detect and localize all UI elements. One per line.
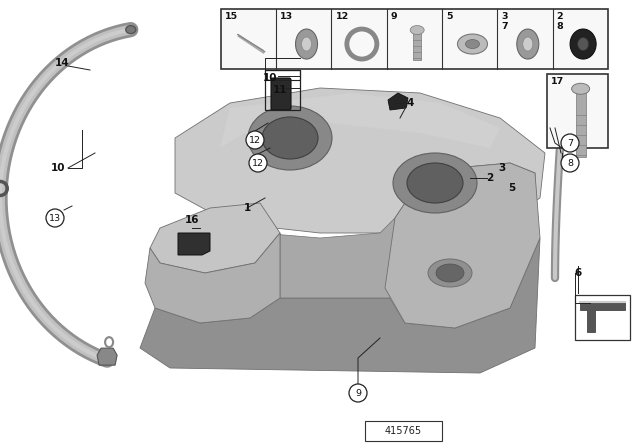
Text: 15: 15 [225,12,238,21]
Ellipse shape [407,163,463,203]
Polygon shape [220,93,500,148]
Polygon shape [175,88,545,233]
Polygon shape [140,238,540,373]
Text: 8: 8 [567,159,573,168]
Text: 7: 7 [567,138,573,147]
Polygon shape [395,163,535,253]
Ellipse shape [578,38,589,51]
Text: 415765: 415765 [385,426,422,436]
Polygon shape [260,218,395,298]
Ellipse shape [436,264,464,282]
Ellipse shape [410,26,424,34]
Text: 10: 10 [51,163,65,173]
Polygon shape [150,203,280,273]
Circle shape [561,154,579,172]
Text: 16: 16 [185,215,199,225]
Ellipse shape [572,83,589,94]
Text: 1: 1 [243,203,251,213]
Ellipse shape [296,29,317,59]
Bar [413,32,421,60]
Text: 13: 13 [280,12,293,21]
Circle shape [249,154,267,172]
Polygon shape [388,93,408,110]
Ellipse shape [428,259,472,287]
Ellipse shape [301,37,312,51]
Polygon shape [145,233,280,323]
Ellipse shape [262,117,318,159]
Bar [547,74,608,148]
Circle shape [349,384,367,402]
Text: 17: 17 [551,77,564,86]
Ellipse shape [125,26,136,34]
Text: 9: 9 [391,12,397,21]
Circle shape [246,131,264,149]
Text: 12: 12 [335,12,349,21]
Text: 2: 2 [486,173,493,183]
Polygon shape [178,233,210,255]
Polygon shape [97,348,117,365]
Text: 5: 5 [446,12,452,21]
Text: 11: 11 [273,85,287,95]
Text: 4: 4 [406,98,413,108]
Text: 12: 12 [249,135,261,145]
Text: 5: 5 [508,183,516,193]
Ellipse shape [458,34,488,54]
Text: 3
7: 3 7 [501,12,508,31]
Polygon shape [385,163,540,328]
Text: 6: 6 [574,268,582,278]
Text: 9: 9 [355,388,361,397]
Ellipse shape [248,106,332,170]
Ellipse shape [516,29,539,59]
Bar [265,70,300,110]
Polygon shape [237,34,265,52]
Polygon shape [580,302,625,332]
Circle shape [561,134,579,152]
Bar [575,295,630,340]
Bar [575,92,586,157]
Text: 12: 12 [252,159,264,168]
Text: 14: 14 [54,58,69,68]
Text: 3: 3 [499,163,506,173]
Ellipse shape [393,153,477,213]
Ellipse shape [523,37,532,51]
Text: 13: 13 [49,214,61,223]
Bar [365,421,442,441]
Bar [221,9,608,69]
Text: 10: 10 [263,73,277,83]
Text: 2
8: 2 8 [557,12,563,31]
FancyBboxPatch shape [271,78,291,110]
Ellipse shape [570,29,596,59]
Circle shape [46,209,64,227]
Ellipse shape [465,39,479,48]
